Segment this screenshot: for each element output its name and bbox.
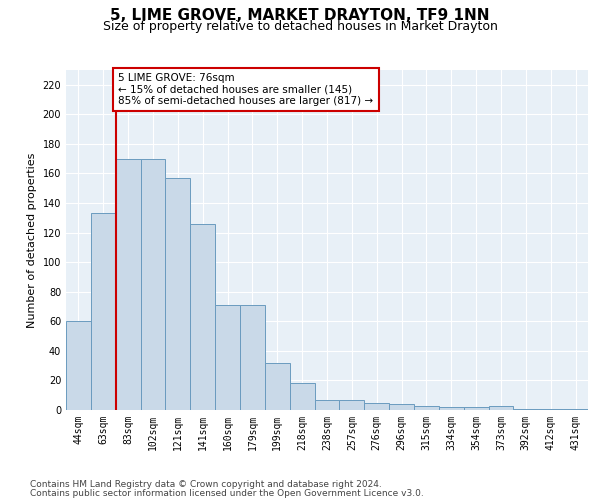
Bar — [190, 224, 215, 410]
Bar — [91, 214, 116, 410]
Bar — [389, 404, 414, 410]
Bar — [538, 408, 563, 410]
Text: Contains public sector information licensed under the Open Government Licence v3: Contains public sector information licen… — [30, 488, 424, 498]
Bar — [66, 322, 91, 410]
Bar — [514, 408, 538, 410]
Bar — [166, 178, 190, 410]
Bar — [314, 400, 340, 410]
Y-axis label: Number of detached properties: Number of detached properties — [27, 152, 37, 328]
Bar — [340, 400, 364, 410]
Bar — [215, 305, 240, 410]
Bar — [464, 407, 488, 410]
Bar — [563, 408, 588, 410]
Bar — [116, 158, 140, 410]
Bar — [290, 384, 314, 410]
Bar — [240, 305, 265, 410]
Text: Size of property relative to detached houses in Market Drayton: Size of property relative to detached ho… — [103, 20, 497, 33]
Text: 5 LIME GROVE: 76sqm
← 15% of detached houses are smaller (145)
85% of semi-detac: 5 LIME GROVE: 76sqm ← 15% of detached ho… — [118, 73, 373, 106]
Bar — [439, 407, 464, 410]
Bar — [364, 402, 389, 410]
Bar — [265, 362, 290, 410]
Text: Contains HM Land Registry data © Crown copyright and database right 2024.: Contains HM Land Registry data © Crown c… — [30, 480, 382, 489]
Text: 5, LIME GROVE, MARKET DRAYTON, TF9 1NN: 5, LIME GROVE, MARKET DRAYTON, TF9 1NN — [110, 8, 490, 22]
Bar — [140, 158, 166, 410]
Bar — [414, 406, 439, 410]
Bar — [488, 406, 514, 410]
